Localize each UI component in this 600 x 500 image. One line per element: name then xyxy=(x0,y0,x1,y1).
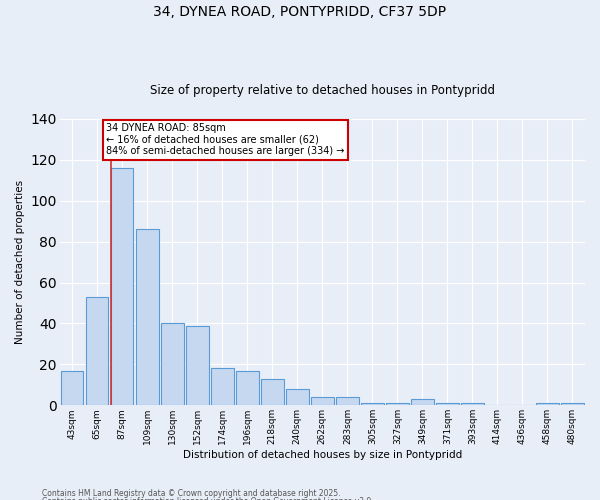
Bar xyxy=(361,403,383,406)
Bar xyxy=(136,230,158,406)
X-axis label: Distribution of detached houses by size in Pontypridd: Distribution of detached houses by size … xyxy=(183,450,462,460)
Bar xyxy=(261,378,284,406)
Bar xyxy=(86,297,109,406)
Text: 34, DYNEA ROAD, PONTYPRIDD, CF37 5DP: 34, DYNEA ROAD, PONTYPRIDD, CF37 5DP xyxy=(154,5,446,19)
Bar xyxy=(436,403,458,406)
Text: Contains public sector information licensed under the Open Government Licence v3: Contains public sector information licen… xyxy=(42,497,374,500)
Title: Size of property relative to detached houses in Pontypridd: Size of property relative to detached ho… xyxy=(150,84,495,97)
Bar xyxy=(236,370,259,406)
Bar xyxy=(111,168,133,406)
Bar xyxy=(461,403,484,406)
Bar xyxy=(61,370,83,406)
Bar xyxy=(186,326,209,406)
Text: Contains HM Land Registry data © Crown copyright and database right 2025.: Contains HM Land Registry data © Crown c… xyxy=(42,488,341,498)
Bar xyxy=(211,368,233,406)
Bar xyxy=(411,399,434,406)
Bar xyxy=(561,403,584,406)
Bar xyxy=(286,389,308,406)
Bar xyxy=(536,403,559,406)
Bar xyxy=(336,397,359,406)
Y-axis label: Number of detached properties: Number of detached properties xyxy=(15,180,25,344)
Bar xyxy=(386,403,409,406)
Text: 34 DYNEA ROAD: 85sqm
← 16% of detached houses are smaller (62)
84% of semi-detac: 34 DYNEA ROAD: 85sqm ← 16% of detached h… xyxy=(106,123,344,156)
Bar xyxy=(161,324,184,406)
Bar xyxy=(311,397,334,406)
